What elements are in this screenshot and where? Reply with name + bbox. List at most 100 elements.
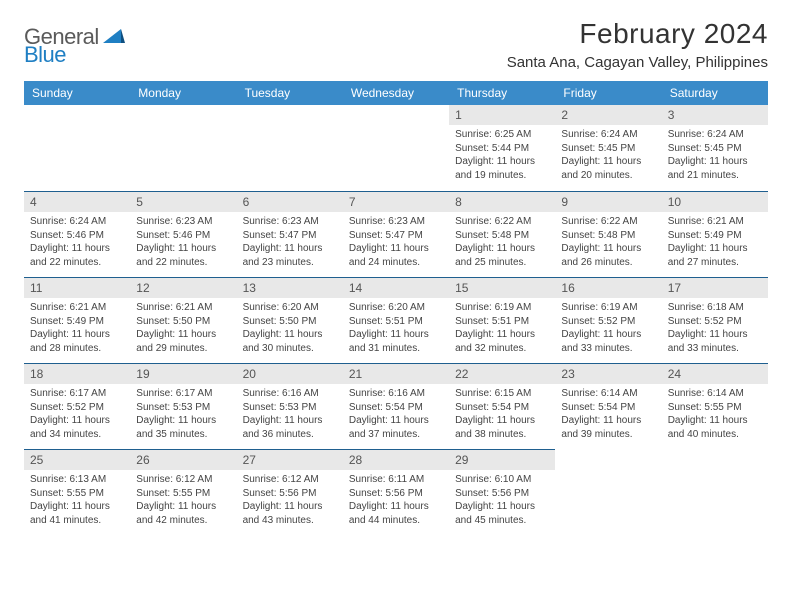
- daylight-line: Daylight: 11 hours and 29 minutes.: [136, 328, 230, 355]
- day-details: Sunrise: 6:22 AMSunset: 5:48 PMDaylight:…: [449, 212, 555, 273]
- sunrise-line: Sunrise: 6:13 AM: [30, 473, 124, 487]
- sunset-line: Sunset: 5:55 PM: [30, 487, 124, 501]
- sunrise-line: Sunrise: 6:22 AM: [561, 215, 655, 229]
- calendar-table: SundayMondayTuesdayWednesdayThursdayFrid…: [24, 81, 768, 535]
- day-number: 18: [24, 363, 130, 384]
- sunrise-line: Sunrise: 6:17 AM: [136, 387, 230, 401]
- empty-cell: [662, 449, 768, 535]
- sunset-line: Sunset: 5:52 PM: [561, 315, 655, 329]
- day-details: Sunrise: 6:14 AMSunset: 5:55 PMDaylight:…: [662, 384, 768, 445]
- empty-cell: [555, 449, 661, 535]
- day-details: Sunrise: 6:21 AMSunset: 5:49 PMDaylight:…: [24, 298, 130, 359]
- day-details: Sunrise: 6:13 AMSunset: 5:55 PMDaylight:…: [24, 470, 130, 531]
- day-cell: 11Sunrise: 6:21 AMSunset: 5:49 PMDayligh…: [24, 277, 130, 363]
- day-number: 12: [130, 277, 236, 298]
- day-details: Sunrise: 6:18 AMSunset: 5:52 PMDaylight:…: [662, 298, 768, 359]
- sunset-line: Sunset: 5:54 PM: [561, 401, 655, 415]
- sunset-line: Sunset: 5:54 PM: [349, 401, 443, 415]
- day-details: Sunrise: 6:21 AMSunset: 5:49 PMDaylight:…: [662, 212, 768, 273]
- daylight-line: Daylight: 11 hours and 23 minutes.: [243, 242, 337, 269]
- daylight-line: Daylight: 11 hours and 38 minutes.: [455, 414, 549, 441]
- day-details: Sunrise: 6:24 AMSunset: 5:45 PMDaylight:…: [662, 125, 768, 186]
- day-number: 2: [555, 105, 661, 125]
- day-details: Sunrise: 6:25 AMSunset: 5:44 PMDaylight:…: [449, 125, 555, 186]
- day-cell: 15Sunrise: 6:19 AMSunset: 5:51 PMDayligh…: [449, 277, 555, 363]
- empty-cell: [343, 105, 449, 191]
- daylight-line: Daylight: 11 hours and 45 minutes.: [455, 500, 549, 527]
- day-number: 23: [555, 363, 661, 384]
- day-details: Sunrise: 6:23 AMSunset: 5:46 PMDaylight:…: [130, 212, 236, 273]
- day-number: 9: [555, 191, 661, 212]
- sunrise-line: Sunrise: 6:19 AM: [561, 301, 655, 315]
- weekday-header: Thursday: [449, 81, 555, 105]
- sunset-line: Sunset: 5:48 PM: [561, 229, 655, 243]
- day-cell: 18Sunrise: 6:17 AMSunset: 5:52 PMDayligh…: [24, 363, 130, 449]
- day-details: Sunrise: 6:19 AMSunset: 5:52 PMDaylight:…: [555, 298, 661, 359]
- day-number: 13: [237, 277, 343, 298]
- day-number: 10: [662, 191, 768, 212]
- day-details: Sunrise: 6:14 AMSunset: 5:54 PMDaylight:…: [555, 384, 661, 445]
- day-cell: 6Sunrise: 6:23 AMSunset: 5:47 PMDaylight…: [237, 191, 343, 277]
- day-details: Sunrise: 6:12 AMSunset: 5:55 PMDaylight:…: [130, 470, 236, 531]
- day-details: Sunrise: 6:22 AMSunset: 5:48 PMDaylight:…: [555, 212, 661, 273]
- sunset-line: Sunset: 5:45 PM: [668, 142, 762, 156]
- day-cell: 10Sunrise: 6:21 AMSunset: 5:49 PMDayligh…: [662, 191, 768, 277]
- weekday-row: SundayMondayTuesdayWednesdayThursdayFrid…: [24, 81, 768, 105]
- day-details: Sunrise: 6:23 AMSunset: 5:47 PMDaylight:…: [343, 212, 449, 273]
- day-details: Sunrise: 6:12 AMSunset: 5:56 PMDaylight:…: [237, 470, 343, 531]
- day-number: 17: [662, 277, 768, 298]
- daylight-line: Daylight: 11 hours and 40 minutes.: [668, 414, 762, 441]
- sunset-line: Sunset: 5:49 PM: [30, 315, 124, 329]
- day-details: Sunrise: 6:24 AMSunset: 5:45 PMDaylight:…: [555, 125, 661, 186]
- day-number: 28: [343, 449, 449, 470]
- calendar-head: SundayMondayTuesdayWednesdayThursdayFrid…: [24, 81, 768, 105]
- sunset-line: Sunset: 5:52 PM: [668, 315, 762, 329]
- logo-blue-wrap: Blue: [24, 42, 66, 68]
- daylight-line: Daylight: 11 hours and 22 minutes.: [136, 242, 230, 269]
- sunset-line: Sunset: 5:47 PM: [349, 229, 443, 243]
- daylight-line: Daylight: 11 hours and 22 minutes.: [30, 242, 124, 269]
- sunset-line: Sunset: 5:55 PM: [668, 401, 762, 415]
- sunset-line: Sunset: 5:50 PM: [136, 315, 230, 329]
- sunset-line: Sunset: 5:44 PM: [455, 142, 549, 156]
- sunset-line: Sunset: 5:46 PM: [136, 229, 230, 243]
- day-number: 1: [449, 105, 555, 125]
- sunrise-line: Sunrise: 6:16 AM: [243, 387, 337, 401]
- sunrise-line: Sunrise: 6:14 AM: [668, 387, 762, 401]
- weekday-header: Friday: [555, 81, 661, 105]
- day-number: 19: [130, 363, 236, 384]
- daylight-line: Daylight: 11 hours and 27 minutes.: [668, 242, 762, 269]
- sunrise-line: Sunrise: 6:20 AM: [243, 301, 337, 315]
- daylight-line: Daylight: 11 hours and 28 minutes.: [30, 328, 124, 355]
- sunrise-line: Sunrise: 6:18 AM: [668, 301, 762, 315]
- day-details: Sunrise: 6:19 AMSunset: 5:51 PMDaylight:…: [449, 298, 555, 359]
- daylight-line: Daylight: 11 hours and 30 minutes.: [243, 328, 337, 355]
- sunrise-line: Sunrise: 6:25 AM: [455, 128, 549, 142]
- sunset-line: Sunset: 5:54 PM: [455, 401, 549, 415]
- day-details: Sunrise: 6:23 AMSunset: 5:47 PMDaylight:…: [237, 212, 343, 273]
- day-cell: 4Sunrise: 6:24 AMSunset: 5:46 PMDaylight…: [24, 191, 130, 277]
- weekday-header: Tuesday: [237, 81, 343, 105]
- sunrise-line: Sunrise: 6:24 AM: [668, 128, 762, 142]
- day-number: 3: [662, 105, 768, 125]
- daylight-line: Daylight: 11 hours and 20 minutes.: [561, 155, 655, 182]
- calendar-page: General February 2024 Santa Ana, Cagayan…: [0, 0, 792, 547]
- day-number: 27: [237, 449, 343, 470]
- sunrise-line: Sunrise: 6:23 AM: [349, 215, 443, 229]
- day-number: 24: [662, 363, 768, 384]
- title-block: February 2024 Santa Ana, Cagayan Valley,…: [507, 18, 768, 71]
- day-details: Sunrise: 6:11 AMSunset: 5:56 PMDaylight:…: [343, 470, 449, 531]
- sunrise-line: Sunrise: 6:23 AM: [136, 215, 230, 229]
- day-cell: 29Sunrise: 6:10 AMSunset: 5:56 PMDayligh…: [449, 449, 555, 535]
- logo-text-blue: Blue: [24, 42, 66, 67]
- day-cell: 25Sunrise: 6:13 AMSunset: 5:55 PMDayligh…: [24, 449, 130, 535]
- calendar-row: 4Sunrise: 6:24 AMSunset: 5:46 PMDaylight…: [24, 191, 768, 277]
- sunrise-line: Sunrise: 6:21 AM: [136, 301, 230, 315]
- day-details: Sunrise: 6:16 AMSunset: 5:53 PMDaylight:…: [237, 384, 343, 445]
- sunset-line: Sunset: 5:56 PM: [349, 487, 443, 501]
- day-cell: 24Sunrise: 6:14 AMSunset: 5:55 PMDayligh…: [662, 363, 768, 449]
- month-title: February 2024: [507, 18, 768, 50]
- day-number: 6: [237, 191, 343, 212]
- day-number: 8: [449, 191, 555, 212]
- sunset-line: Sunset: 5:56 PM: [243, 487, 337, 501]
